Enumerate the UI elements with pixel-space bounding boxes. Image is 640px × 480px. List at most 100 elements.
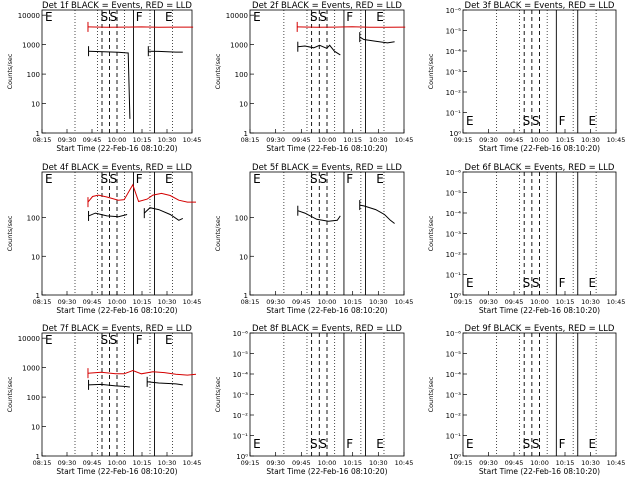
series-line-events bbox=[359, 36, 395, 44]
x-tick-label: 10:00 bbox=[530, 136, 549, 144]
x-tick-label: 10:30 bbox=[581, 459, 600, 467]
y-tick-label: 10000 bbox=[18, 335, 40, 343]
x-tick-label: 10:15 bbox=[343, 136, 362, 144]
event-marker: E bbox=[253, 172, 261, 186]
event-marker: S bbox=[110, 333, 118, 347]
y-tick-label: 10⁻⁵ bbox=[446, 351, 462, 359]
x-tick-label: 10:45 bbox=[183, 459, 202, 467]
event-marker: E bbox=[466, 114, 474, 128]
x-tick-label: 10:30 bbox=[158, 459, 177, 467]
y-tick-label: 10⁻⁶ bbox=[446, 169, 462, 177]
chart-panel-4: Det 4f BLACK = Events, RED = LLD 1 10 100 Co… bbox=[6, 163, 201, 315]
event-marker: S bbox=[110, 10, 118, 24]
x-tick-label: 10:00 bbox=[318, 136, 337, 144]
y-tick-label: 1000 bbox=[22, 365, 40, 373]
x-tick-label: 10:15 bbox=[133, 298, 152, 306]
y-axis-label: Counts/sec bbox=[214, 215, 222, 251]
x-axis-label: Start Time (22-Feb-16 08:10:20) bbox=[479, 306, 600, 315]
y-tick-label: 1 bbox=[36, 453, 40, 461]
x-tick-label: 10:15 bbox=[343, 298, 362, 306]
event-marker: S bbox=[310, 437, 318, 451]
chart-panel-5: Det 5f BLACK = Events, RED = LLD 1 10 100 Co… bbox=[214, 163, 413, 315]
x-axis-label: Start Time (22-Feb-16 08:10:20) bbox=[266, 306, 387, 315]
chart-title: Det 8f BLACK = Events, RED = LLD bbox=[252, 324, 402, 334]
event-marker: E bbox=[253, 437, 261, 451]
event-marker: E bbox=[45, 10, 53, 24]
x-tick-label: 10:45 bbox=[395, 459, 414, 467]
x-tick-label: 09:45 bbox=[505, 459, 524, 467]
y-axis-label: Counts/sec bbox=[6, 215, 14, 251]
chart-title: Det 4f BLACK = Events, RED = LLD bbox=[42, 163, 192, 173]
x-tick-label: 09:45 bbox=[83, 298, 102, 306]
series-line-events bbox=[297, 44, 341, 56]
x-tick-label: 10:45 bbox=[607, 136, 626, 144]
series-line-events bbox=[359, 204, 395, 224]
x-tick-label: 09:45 bbox=[505, 136, 524, 144]
y-tick-label: 100 bbox=[27, 71, 40, 79]
series-line-lld bbox=[87, 369, 197, 376]
y-tick-label: 10 bbox=[239, 253, 248, 261]
y-tick-label: 10⁰ bbox=[236, 453, 248, 461]
event-marker: S bbox=[532, 276, 540, 290]
event-marker: S bbox=[310, 172, 318, 186]
event-marker: F bbox=[136, 10, 143, 24]
event-marker: S bbox=[101, 333, 109, 347]
chart-title: Det 9f BLACK = Events, RED = LLD bbox=[465, 324, 615, 334]
event-marker: S bbox=[319, 437, 327, 451]
x-tick-label: 10:45 bbox=[183, 136, 202, 144]
x-tick-label: 10:00 bbox=[108, 459, 127, 467]
x-tick-label: 08:15 bbox=[33, 136, 52, 144]
x-tick-label: 08:15 bbox=[33, 298, 52, 306]
y-tick-label: 10⁻¹ bbox=[446, 110, 462, 118]
x-tick-label: 10:00 bbox=[318, 298, 337, 306]
series-line-events bbox=[88, 50, 131, 119]
event-marker: F bbox=[346, 10, 353, 24]
event-marker: F bbox=[346, 437, 353, 451]
y-tick-label: 1 bbox=[244, 130, 248, 138]
x-tick-label: 09:30 bbox=[266, 298, 285, 306]
y-tick-label: 100 bbox=[27, 215, 40, 223]
event-marker: E bbox=[466, 276, 474, 290]
event-marker: E bbox=[45, 172, 53, 186]
y-axis-label: Counts/sec bbox=[6, 53, 14, 89]
event-marker: S bbox=[110, 172, 118, 186]
plot-frame bbox=[249, 9, 405, 134]
x-tick-label: 10:30 bbox=[581, 298, 600, 306]
x-axis-label: Start Time (22-Feb-16 08:10:20) bbox=[266, 144, 387, 153]
y-tick-label: 10⁰ bbox=[449, 130, 461, 138]
y-axis-label: Counts/sec bbox=[427, 53, 435, 89]
event-marker: E bbox=[376, 10, 384, 24]
x-tick-label: 09:15 bbox=[454, 298, 473, 306]
y-tick-label: 10⁻⁶ bbox=[446, 330, 462, 338]
x-tick-label: 09:15 bbox=[241, 459, 260, 467]
event-marker: F bbox=[559, 437, 566, 451]
event-marker: F bbox=[559, 276, 566, 290]
y-tick-label: 10⁻¹ bbox=[446, 272, 462, 280]
x-tick-label: 10:00 bbox=[108, 136, 127, 144]
event-marker: E bbox=[466, 437, 474, 451]
y-tick-label: 100 bbox=[27, 394, 40, 402]
x-tick-label: 09:30 bbox=[58, 459, 77, 467]
y-tick-label: 10 bbox=[31, 101, 40, 109]
x-tick-label: 08:15 bbox=[33, 459, 52, 467]
x-tick-label: 08:15 bbox=[241, 136, 260, 144]
y-tick-label: 10⁻¹ bbox=[233, 433, 249, 441]
x-tick-label: 09:30 bbox=[58, 136, 77, 144]
event-marker: S bbox=[310, 10, 318, 24]
x-tick-label: 10:15 bbox=[556, 298, 575, 306]
event-marker: E bbox=[588, 114, 596, 128]
y-tick-label: 10⁻³ bbox=[446, 231, 462, 239]
y-tick-label: 10⁻⁶ bbox=[446, 7, 462, 15]
x-tick-label: 09:30 bbox=[58, 298, 77, 306]
y-tick-label: 10 bbox=[31, 253, 40, 261]
x-tick-label: 10:45 bbox=[395, 136, 414, 144]
series-line-events bbox=[148, 50, 183, 53]
x-tick-label: 09:45 bbox=[83, 136, 102, 144]
series-line-events bbox=[88, 212, 128, 218]
event-marker: S bbox=[523, 114, 531, 128]
x-tick-label: 09:45 bbox=[292, 136, 311, 144]
x-tick-label: 10:45 bbox=[607, 298, 626, 306]
y-tick-label: 10 bbox=[239, 101, 248, 109]
